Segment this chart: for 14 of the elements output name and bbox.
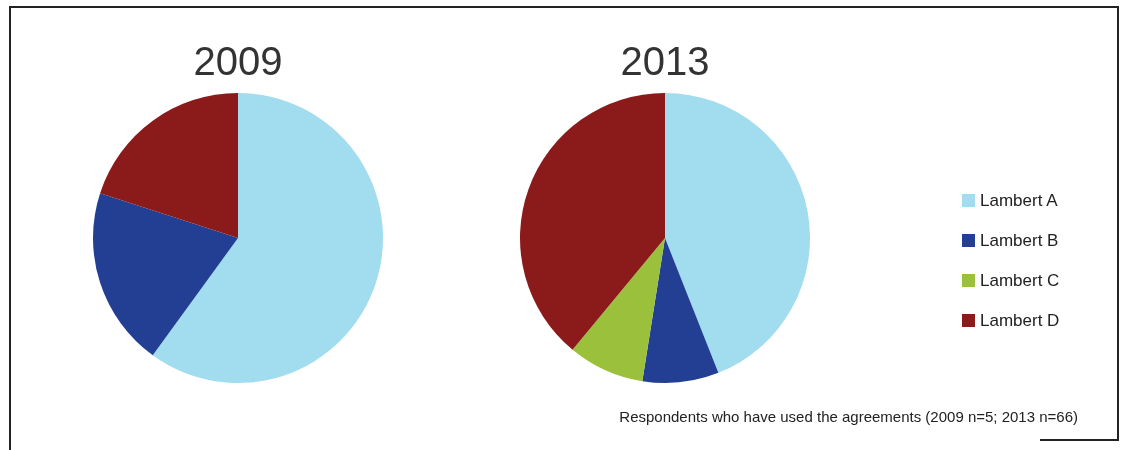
pie-slice <box>642 238 719 383</box>
pie-slice <box>520 93 665 350</box>
chart-title: 2009 <box>193 39 283 83</box>
legend-label: Lambert B <box>980 231 1059 250</box>
chart-title: 2013 <box>620 39 710 83</box>
pie-slice <box>665 93 810 373</box>
pie-slice <box>152 93 383 383</box>
pie-slice <box>572 238 665 382</box>
text: Respondents who have used the agreements (2009 n=5; 2013 n=66) <box>619 408 1078 425</box>
pie-slice <box>93 193 238 356</box>
legend-label: Lambert D <box>980 311 1060 330</box>
legend-label: Lambert C <box>980 271 1060 290</box>
legend-label: Lambert A <box>980 191 1059 210</box>
pie-slice <box>100 93 238 238</box>
